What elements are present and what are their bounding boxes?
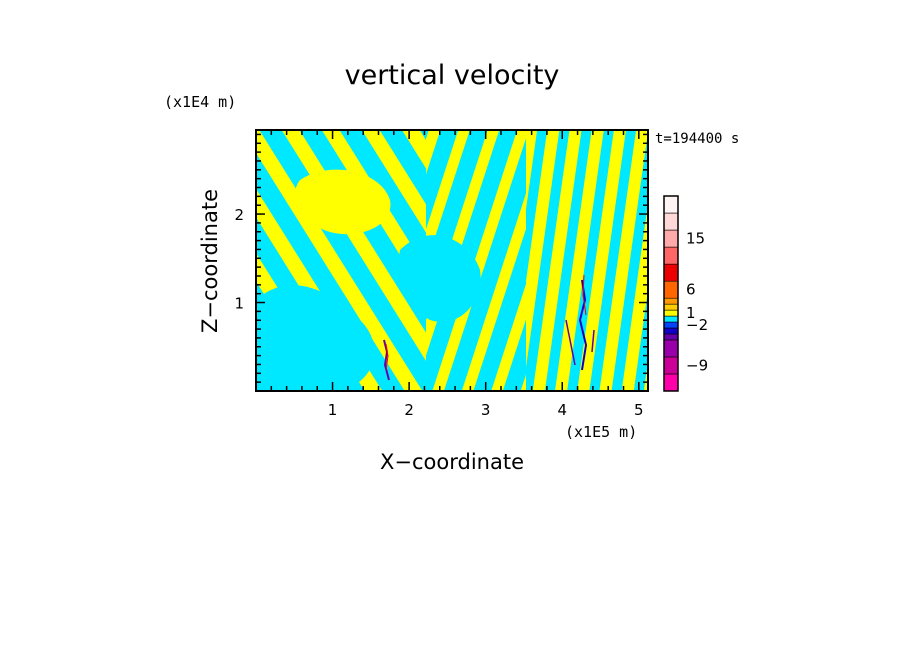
y-scale-label: (x1E4 m) [164,93,236,111]
colorbar-frame [663,195,679,392]
downdraft-right [565,319,595,366]
colorbar-level [663,297,679,305]
colorbar-level [663,373,679,392]
colorbar-level [663,246,679,265]
colorbar-label: −9 [686,356,708,374]
y-tick-label: 2 [234,206,244,224]
colorbar-level [663,309,679,317]
y-tick-label: 1 [234,295,244,313]
colorbar-level [663,229,679,248]
updraft-right [578,279,588,371]
plot-frame [255,129,649,392]
colorbar-level [663,327,679,335]
colorbar-level [663,321,679,329]
x-axis-label: X−coordinate [380,450,524,474]
y-axis-label: Z−coordinate [198,189,222,333]
x-scale-label: (x1E5 m) [565,423,637,441]
field-band-right [526,130,648,391]
colorbar-label: −2 [686,316,708,334]
colorbar-level [663,263,679,282]
y-axis: 12 [234,133,648,383]
colorbar-level [663,212,679,231]
field-cyan-blob-mid [399,235,481,322]
colorbar-level [663,280,679,299]
x-tick-label: 4 [557,401,567,419]
field-cyan-blob-left [256,285,375,391]
colorbar-level [663,339,679,358]
colorbar-level [663,356,679,375]
colorbar-label: 6 [686,281,696,299]
x-axis: 1 2 3 4 5 [270,130,644,419]
colorbar-level [663,333,679,341]
chart-title: vertical velocity [345,60,560,91]
x-tick-label: 1 [328,401,338,419]
colorbar-label: 1 [686,304,696,322]
colorbar: 15 6 1−2 −9 [663,195,708,392]
x-tick-label: 2 [404,401,414,419]
updraft-left-core [385,343,389,371]
x-tick-label: 3 [481,401,491,419]
updraft-right-core [582,274,587,316]
colorbar-level [663,303,679,311]
x-tick-label: 5 [634,401,644,419]
plot-field [256,130,648,391]
colorbar-label: 15 [686,230,705,248]
colorbar-level [663,315,679,323]
field-yellow-blob [294,169,391,235]
updraft-left [383,339,390,381]
colorbar-level [663,195,679,214]
time-label: t=194400 s [655,131,739,147]
